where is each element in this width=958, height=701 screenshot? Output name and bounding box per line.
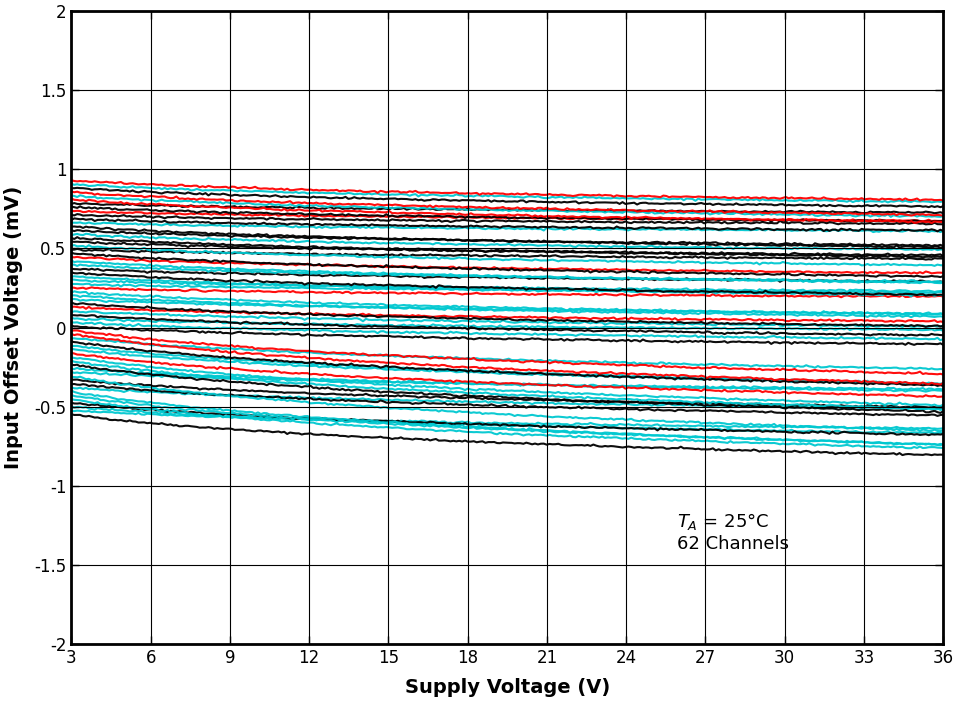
Text: $T_A$ = 25°C
62 Channels: $T_A$ = 25°C 62 Channels (677, 511, 789, 553)
Y-axis label: Input Offset Voltage (mV): Input Offset Voltage (mV) (4, 186, 23, 469)
X-axis label: Supply Voltage (V): Supply Voltage (V) (404, 678, 610, 697)
